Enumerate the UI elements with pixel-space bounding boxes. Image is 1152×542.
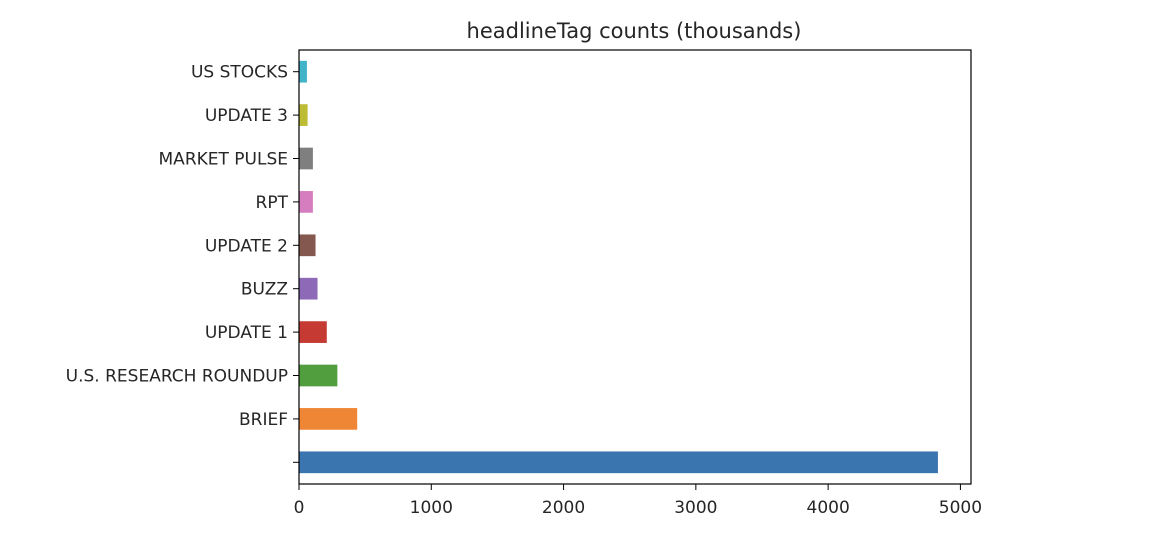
chart-title: headlineTag counts (thousands) bbox=[467, 19, 802, 43]
y-tick-label: U.S. RESEARCH ROUNDUP bbox=[66, 367, 288, 387]
y-tick-label: UPDATE 1 bbox=[205, 323, 288, 343]
y-tick-label: UPDATE 3 bbox=[205, 106, 288, 126]
x-tick-label: 2000 bbox=[542, 498, 585, 518]
x-tick-label: 4000 bbox=[807, 498, 850, 518]
y-tick-label: RPT bbox=[256, 193, 289, 213]
bar-u-s-research-roundup bbox=[299, 364, 338, 387]
x-tick-label: 0 bbox=[294, 498, 305, 518]
y-tick-label: MARKET PULSE bbox=[159, 150, 288, 170]
bar-rpt bbox=[299, 191, 313, 213]
x-tick-label: 5000 bbox=[939, 498, 982, 518]
x-tick-label: 3000 bbox=[674, 498, 717, 518]
bar-us-stocks bbox=[299, 60, 307, 83]
x-axis: 0 1000 2000 3000 4000 5000 bbox=[294, 484, 982, 518]
y-tick-label: BRIEF bbox=[239, 410, 288, 430]
bar-update-2 bbox=[299, 234, 316, 257]
y-axis: BRIEF U.S. RESEARCH ROUNDUP UPDATE 1 BUZZ UP… bbox=[66, 63, 299, 463]
y-tick-label: UPDATE 2 bbox=[205, 236, 288, 256]
bar-market-pulse bbox=[299, 147, 313, 170]
plot-frame bbox=[298, 49, 972, 485]
bar-buzz bbox=[299, 277, 318, 300]
bars-group bbox=[299, 60, 938, 474]
bar-update-1 bbox=[299, 321, 327, 343]
y-tick-label: US STOCKS bbox=[191, 63, 288, 83]
x-tick-label: 1000 bbox=[410, 498, 453, 518]
bar-empty-0 bbox=[299, 451, 938, 474]
bar-brief bbox=[299, 408, 358, 430]
bar-update-3 bbox=[299, 104, 308, 126]
y-tick-label: BUZZ bbox=[241, 280, 288, 300]
